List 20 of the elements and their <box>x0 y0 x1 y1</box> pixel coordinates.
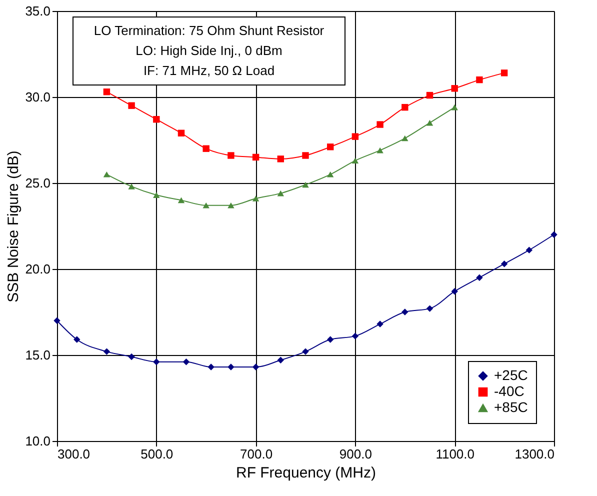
legend-label: +85C <box>494 399 528 415</box>
x-tick-label: 900.0 <box>339 446 372 462</box>
x-tick-label: 500.0 <box>140 446 174 462</box>
legend-label: -40C <box>494 383 524 399</box>
x-tick-label: 1300.0 <box>514 446 554 462</box>
annotation: LO: High Side Inj., 0 dBm <box>136 43 282 58</box>
legend-label: +25C <box>494 367 528 383</box>
x-tick-label: 700.0 <box>240 446 273 462</box>
annotation: LO Termination: 75 Ohm Shunt Resistor <box>94 23 325 38</box>
y-tick-label: 15.0 <box>25 348 50 362</box>
y-tick-label: 20.0 <box>25 262 50 276</box>
y-tick-label: 10.0 <box>25 434 50 448</box>
x-tick-label: 1100.0 <box>436 446 474 462</box>
y-tick-label: 35.0 <box>25 4 50 18</box>
annotation: IF: 71 MHz, 50 Ω Load <box>143 63 275 78</box>
y-tick-label: 25.0 <box>25 176 50 190</box>
y-tick-label: 30.0 <box>25 90 50 104</box>
x-axis-title: RF Frequency (MHz) <box>236 464 376 482</box>
x-tick-label: 300.0 <box>58 446 90 462</box>
y-axis-title: SSB Noise Figure (dB) <box>5 150 22 302</box>
